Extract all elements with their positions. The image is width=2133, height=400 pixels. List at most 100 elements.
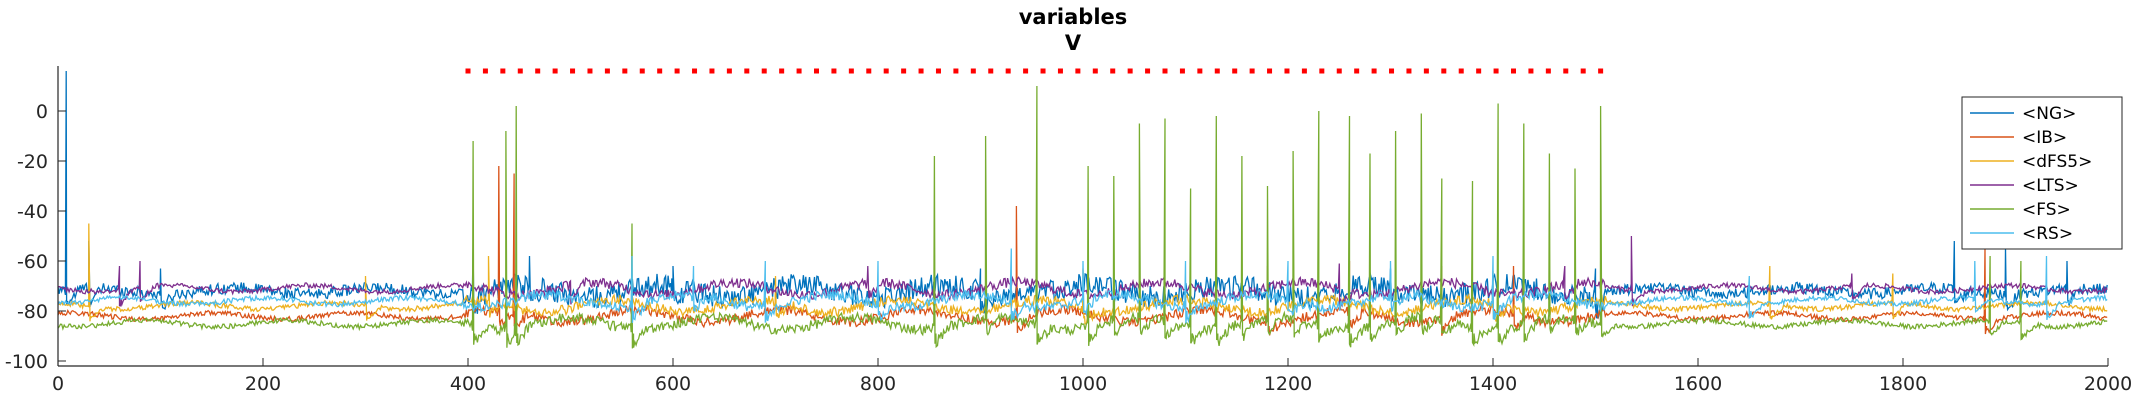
stimulus-marker	[1493, 68, 1499, 74]
stimulus-marker	[1563, 68, 1569, 74]
stimulus-marker	[1092, 68, 1098, 74]
stimulus-marker	[1319, 68, 1325, 74]
stimulus-marker	[970, 68, 976, 74]
stimulus-marker	[1110, 68, 1116, 74]
stimulus-marker	[848, 68, 854, 74]
y-tick-label: -100	[5, 351, 48, 373]
stimulus-marker	[935, 68, 941, 74]
stimulus-marker	[1249, 68, 1255, 74]
stimulus-marker	[1197, 68, 1203, 74]
stimulus-marker	[1423, 68, 1429, 74]
plot-background	[58, 66, 2108, 366]
x-tick-label: 800	[860, 373, 896, 395]
stimulus-marker	[674, 68, 680, 74]
stimulus-marker	[779, 68, 785, 74]
stimulus-marker	[1476, 68, 1482, 74]
y-tick-label: -20	[17, 151, 48, 173]
stimulus-marker	[1371, 68, 1377, 74]
stimulus-marker	[1214, 68, 1220, 74]
stimulus-marker	[482, 68, 488, 74]
stimulus-marker	[692, 68, 698, 74]
y-tick-label: 0	[36, 101, 48, 123]
stimulus-marker	[639, 68, 645, 74]
legend-label: <dFS5>	[2022, 152, 2092, 172]
stimulus-markers	[465, 68, 1604, 74]
stimulus-marker	[953, 68, 959, 74]
legend-label: <LTS>	[2022, 176, 2079, 196]
series-group	[57, 70, 2108, 349]
stimulus-marker	[1284, 68, 1290, 74]
legend-label: <RS>	[2022, 224, 2073, 244]
stimulus-marker	[1301, 68, 1307, 74]
y-tick-label: -60	[17, 251, 48, 273]
stimulus-marker	[918, 68, 924, 74]
stimulus-marker	[1511, 68, 1516, 74]
x-tick-label: 1800	[1879, 373, 1927, 395]
y-tick-label: -40	[17, 201, 48, 223]
x-tick-label: 1200	[1264, 373, 1312, 395]
stimulus-marker	[535, 68, 541, 74]
stimulus-marker	[1580, 68, 1586, 74]
stimulus-marker	[1127, 68, 1133, 74]
x-tick-label: 2000	[2084, 373, 2132, 395]
y-tick-label: -80	[17, 301, 48, 323]
stimulus-marker	[500, 68, 506, 74]
stimulus-marker	[901, 68, 907, 74]
stimulus-marker	[1336, 68, 1342, 74]
stimulus-marker	[709, 68, 715, 74]
x-tick-label: 600	[655, 373, 691, 395]
stimulus-marker	[761, 68, 767, 74]
axes: 0 200 400 600 800 1000 1200 1400 1600 1800 2000 0 -2…	[5, 66, 2132, 395]
stimulus-marker	[726, 68, 732, 74]
stimulus-marker	[814, 68, 819, 74]
x-tick-label: 1000	[1059, 373, 1107, 395]
series-line-dFS5	[57, 223, 2108, 325]
stimulus-marker	[1389, 68, 1395, 74]
stimulus-marker	[1545, 68, 1551, 74]
chart-subtitle: V	[1065, 31, 1082, 55]
stimulus-marker	[883, 68, 889, 74]
stimulus-marker	[552, 68, 558, 74]
stimulus-marker	[1232, 68, 1238, 74]
stimulus-marker	[1528, 68, 1534, 74]
legend-label: <NG>	[2022, 104, 2076, 124]
stimulus-marker	[1598, 68, 1604, 74]
stimulus-marker	[570, 68, 576, 74]
x-tick-label: 1400	[1469, 373, 1517, 395]
stimulus-marker	[465, 68, 471, 74]
series-line-FS	[57, 85, 2108, 349]
legend-label: <IB>	[2022, 128, 2067, 148]
stimulus-marker	[1354, 68, 1360, 74]
stimulus-marker	[1023, 68, 1029, 74]
series-line-RS	[57, 248, 2108, 324]
chart-title: variables	[1019, 5, 1128, 29]
stimulus-marker	[517, 68, 523, 74]
stimulus-marker	[1441, 68, 1447, 74]
x-tick-label: 1600	[1674, 373, 1722, 395]
stimulus-marker	[1075, 68, 1081, 74]
stimulus-marker	[796, 68, 802, 74]
x-tick-label: 0	[52, 373, 64, 395]
stimulus-marker	[1458, 68, 1464, 74]
stimulus-marker	[1179, 68, 1185, 74]
stimulus-marker	[622, 68, 628, 74]
legend-box	[1961, 96, 2123, 250]
stimulus-marker	[831, 68, 837, 74]
x-tick-label: 200	[245, 373, 281, 395]
legend: <NG> <IB> <dFS5> <LTS> <FS> <RS>	[1961, 96, 2123, 250]
x-tick-label: 400	[450, 373, 486, 395]
stimulus-marker	[587, 68, 593, 74]
stimulus-marker	[1162, 68, 1168, 74]
stimulus-marker	[1406, 68, 1412, 74]
stimulus-marker	[988, 68, 994, 74]
stimulus-marker	[1145, 68, 1151, 74]
stimulus-marker	[1057, 68, 1063, 74]
stimulus-marker	[1267, 68, 1273, 74]
stimulus-marker	[657, 68, 663, 74]
stimulus-marker	[866, 68, 872, 74]
stimulus-marker	[1040, 68, 1046, 74]
plot-area	[58, 66, 2108, 366]
legend-label: <FS>	[2022, 200, 2071, 220]
